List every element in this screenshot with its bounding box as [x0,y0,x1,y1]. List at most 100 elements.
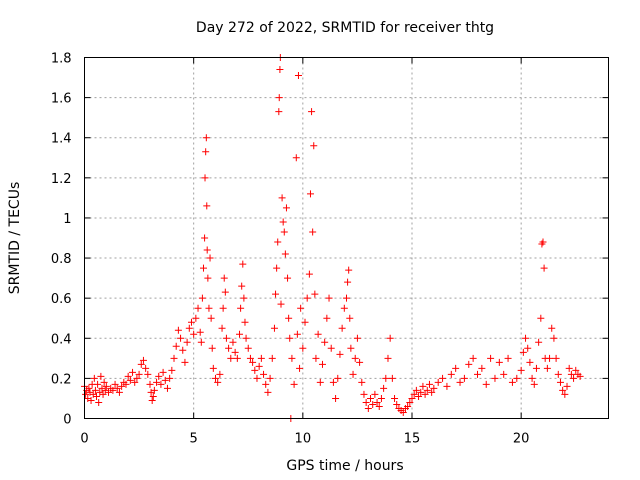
data-point [122,380,130,388]
data-point [279,218,287,226]
data-point [155,372,163,380]
data-point [434,378,442,386]
data-point [133,374,141,382]
data-point [543,364,551,372]
data-point [251,366,259,374]
data-point [293,330,301,338]
x-tick-label: 20 [513,432,530,447]
data-point [253,374,261,382]
data-point [377,394,385,402]
data-point [218,324,226,332]
data-point [329,378,337,386]
data-point [321,338,329,346]
data-point [275,108,283,116]
data-point [144,370,152,378]
data-point [336,350,344,358]
data-point [172,342,180,350]
data-point [82,390,90,398]
data-point [196,328,204,336]
data-point [179,346,187,354]
data-point [225,344,233,352]
data-point [135,370,143,378]
data-point [275,94,283,102]
x-tick-label: 15 [404,432,421,447]
data-point [410,390,418,398]
data-point [360,390,368,398]
data-point [478,364,486,372]
data-point [382,374,390,382]
data-point [282,204,290,212]
data-point [203,202,211,210]
data-point [168,366,176,374]
data-point [206,254,214,262]
data-point [375,402,383,410]
data-point [131,378,139,386]
data-point [318,360,326,368]
data-point [139,356,147,364]
data-point [221,288,229,296]
data-point [539,238,547,246]
data-point [207,314,215,322]
data-point [194,304,202,312]
data-point [241,318,249,326]
y-tick-label: 1.4 [51,132,72,147]
y-tick-label: 0.4 [51,332,72,347]
data-point [367,394,375,402]
data-point [305,270,313,278]
data-point [161,376,169,384]
y-tick-label: 0.8 [51,252,72,267]
data-point [244,344,252,352]
data-point [124,372,132,380]
data-point [277,300,285,308]
data-point [308,108,316,116]
data-point [99,390,107,398]
data-point [260,370,268,378]
y-axis-title: SRMTID / TECUs [7,182,23,295]
y-tick-label: 1.6 [51,92,72,107]
data-point [190,330,198,338]
data-point [170,354,178,362]
data-point [185,324,193,332]
data-point [343,294,350,302]
data-point [423,386,431,394]
data-point [157,380,165,388]
data-point [203,246,211,254]
y-tick-label: 0.6 [51,292,72,307]
data-point [406,398,414,406]
data-point [237,304,245,312]
data-point [526,358,534,366]
x-tick-label: 0 [80,432,88,447]
data-point [563,382,571,390]
data-point [548,324,556,332]
data-point [469,354,477,362]
data-point [528,374,536,382]
data-point [419,382,427,390]
data-point [255,362,263,370]
data-point [229,338,237,346]
data-point [233,354,241,362]
data-point [356,358,364,366]
data-point [97,372,105,380]
data-point [388,374,396,382]
data-point [500,370,508,378]
data-point [290,380,298,388]
plot-frame [84,57,609,419]
data-point [201,234,209,242]
data-point [351,354,359,362]
data-point [113,384,121,392]
data-point [559,386,567,394]
chart-title: Day 272 of 2022, SRMTID for receiver tht… [196,20,494,36]
data-point [332,394,340,402]
data-point [91,386,99,394]
data-point [126,376,134,384]
data-point [316,378,324,386]
data-point [118,382,126,390]
data-point [576,372,584,380]
data-point [535,338,543,346]
data-point [85,384,93,392]
data-point [371,390,379,398]
data-point [192,314,200,322]
data-point [231,348,239,356]
y-tick-label: 1.8 [51,52,72,67]
